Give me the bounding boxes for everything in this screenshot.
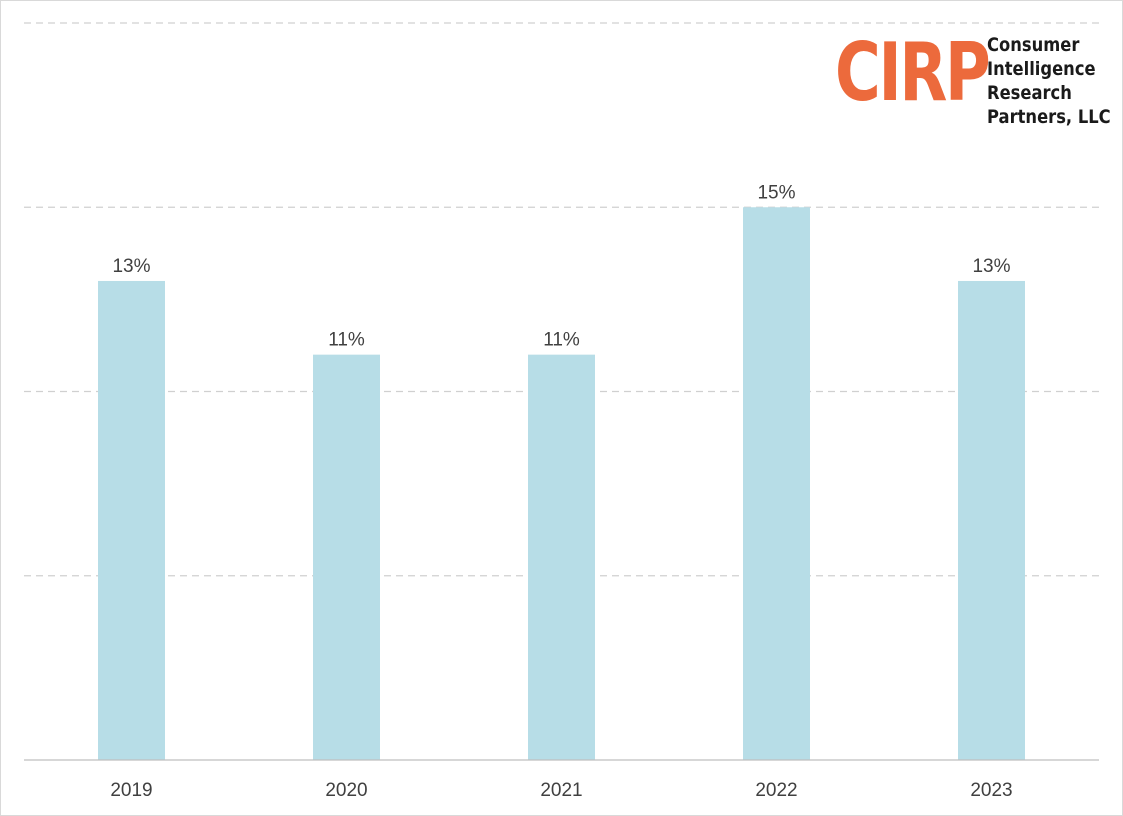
- data-label-2019: 13%: [112, 256, 150, 277]
- cirp-logo: CIRP Consumer Intelligence Research Part…: [835, 26, 1115, 129]
- logo-line-3: Research: [987, 82, 1072, 104]
- data-label-2020: 11%: [328, 330, 365, 351]
- bars: [98, 207, 1025, 760]
- x-tick-2019: 2019: [110, 780, 152, 801]
- x-tick-2022: 2022: [755, 780, 797, 801]
- logo-line-4: Partners, LLC: [987, 106, 1111, 128]
- data-label-2022: 15%: [757, 182, 795, 203]
- data-label-2023: 13%: [972, 256, 1010, 277]
- logo-line-2: Intelligence: [987, 58, 1096, 80]
- bar-2021: [528, 354, 595, 760]
- x-tick-2023: 2023: [970, 780, 1012, 801]
- logo-company-name: Consumer Intelligence Research Partners,…: [987, 33, 1111, 129]
- data-labels: 13% 11% 11% 15% 13%: [112, 182, 1010, 350]
- bar-2019: [98, 280, 165, 760]
- data-label-2021: 11%: [543, 330, 580, 351]
- bar-2022: [743, 207, 810, 760]
- bar-2023: [958, 280, 1025, 760]
- x-tick-2020: 2020: [325, 780, 367, 801]
- logo-line-1: Consumer: [987, 34, 1080, 56]
- bar-2020: [313, 354, 380, 760]
- logo-mark: CIRP: [835, 26, 991, 119]
- x-tick-2021: 2021: [540, 780, 582, 801]
- x-tick-labels: 2019 2020 2021 2022 2023: [110, 780, 1012, 801]
